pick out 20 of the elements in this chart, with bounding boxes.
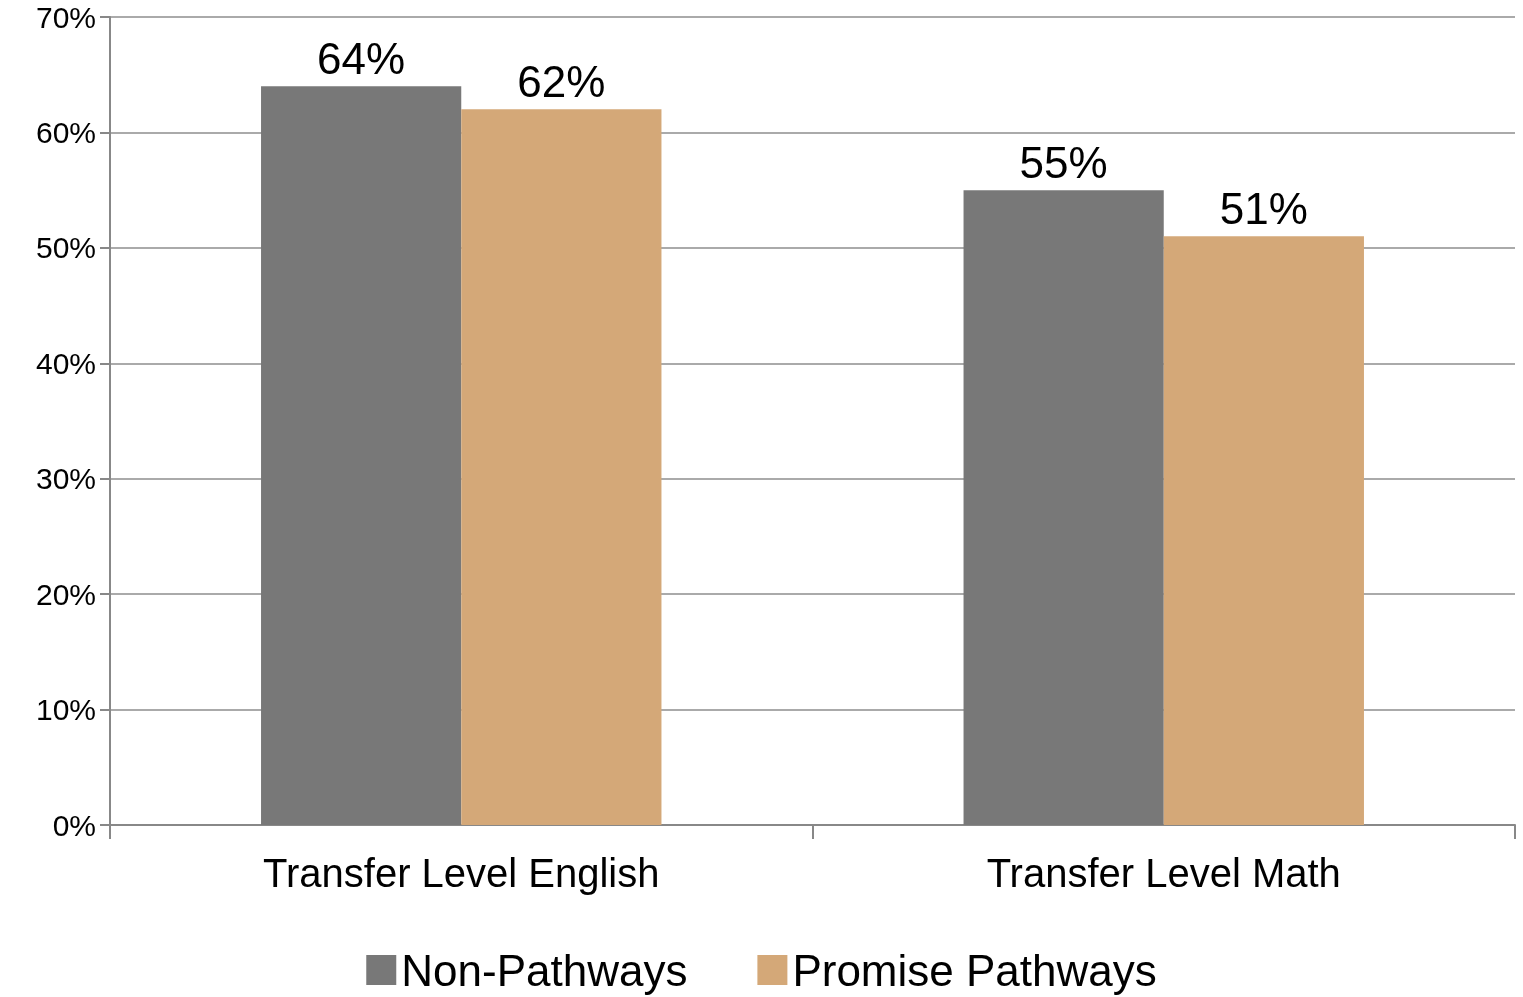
bar	[963, 190, 1164, 825]
y-tick-label: 70%	[35, 0, 96, 34]
data-label: 64%	[317, 33, 406, 83]
data-label: 51%	[1219, 183, 1308, 233]
y-tick-label: 30%	[35, 462, 96, 496]
y-tick-label: 40%	[35, 346, 96, 380]
y-tick-label: 10%	[35, 693, 96, 727]
y-tick-label: 50%	[35, 231, 96, 265]
legend-label: Non-Pathways	[401, 945, 688, 995]
data-label: 62%	[517, 56, 606, 106]
y-tick-label: 60%	[35, 115, 96, 149]
y-tick-label: 20%	[35, 577, 96, 611]
data-label: 55%	[1019, 137, 1108, 187]
bar	[1163, 236, 1364, 825]
bar	[261, 86, 462, 825]
x-tick-label: Transfer Level English	[263, 851, 660, 895]
x-tick-label: Transfer Level Math	[986, 851, 1341, 895]
bar	[461, 109, 662, 825]
y-tick-label: 0%	[52, 808, 96, 842]
legend-label: Promise Pathways	[792, 945, 1157, 995]
